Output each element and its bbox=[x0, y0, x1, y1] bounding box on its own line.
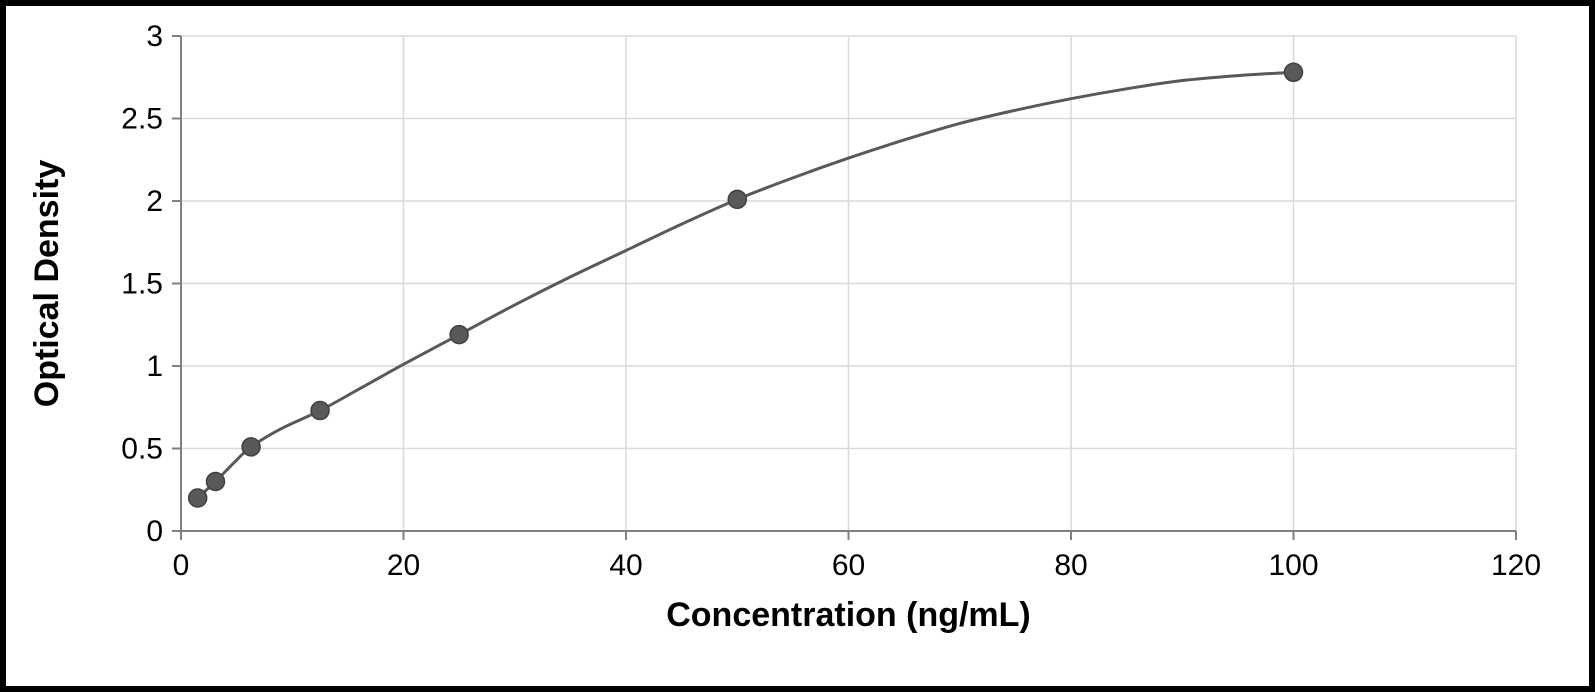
x-tick-label: 80 bbox=[1054, 549, 1087, 582]
x-tick-label: 20 bbox=[387, 549, 420, 582]
fit-curve bbox=[198, 72, 1294, 498]
data-marker bbox=[206, 473, 224, 491]
x-tick-label: 100 bbox=[1268, 549, 1318, 582]
y-tick-label: 1.5 bbox=[121, 268, 163, 301]
data-marker bbox=[242, 438, 260, 456]
data-marker bbox=[728, 190, 746, 208]
y-axis-label: Optical Density bbox=[28, 160, 66, 408]
y-tick-label: 2 bbox=[146, 185, 163, 218]
x-axis-label: Concentration (ng/mL) bbox=[666, 596, 1031, 634]
x-tick-label: 40 bbox=[609, 549, 642, 582]
y-tick-label: 0 bbox=[146, 515, 163, 548]
data-marker bbox=[311, 402, 329, 420]
x-tick-label: 120 bbox=[1491, 549, 1541, 582]
data-marker bbox=[1285, 63, 1303, 81]
x-tick-label: 0 bbox=[173, 549, 190, 582]
y-tick-label: 3 bbox=[146, 20, 163, 53]
chart-svg: 0 20 40 60 80 100 120 0 0.5 1 1.5 2 2.5 3 Concentratio… bbox=[6, 6, 1589, 686]
y-tick-label: 1 bbox=[146, 350, 163, 383]
y-tick-label: 2.5 bbox=[121, 103, 163, 136]
y-tick-label: 0.5 bbox=[121, 433, 163, 466]
chart-frame: 0 20 40 60 80 100 120 0 0.5 1 1.5 2 2.5 3 Concentratio… bbox=[0, 0, 1595, 692]
data-marker bbox=[450, 326, 468, 344]
data-marker bbox=[189, 489, 207, 507]
x-tick-label: 60 bbox=[832, 549, 865, 582]
